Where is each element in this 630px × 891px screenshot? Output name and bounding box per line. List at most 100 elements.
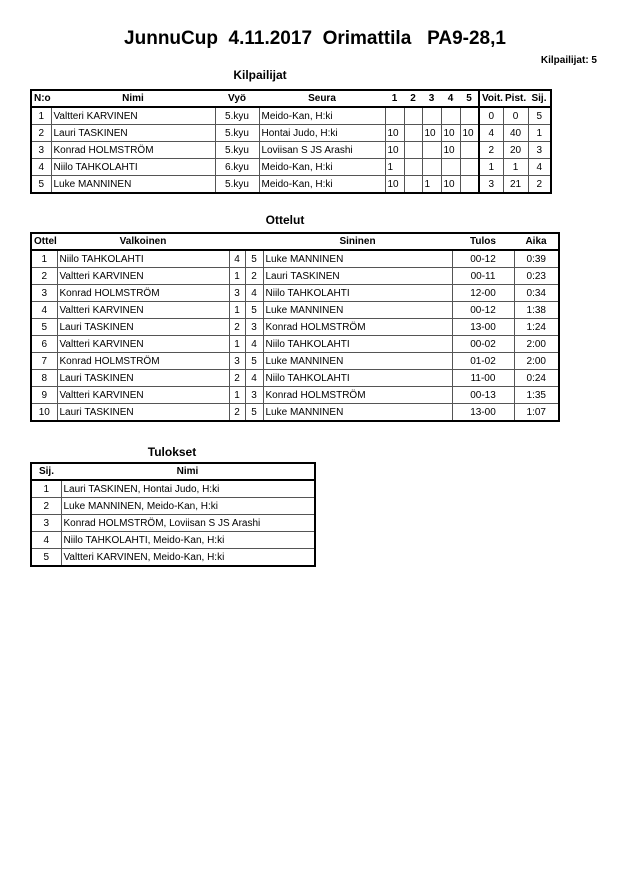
table-cell: Lauri TASKINEN (262, 267, 453, 285)
table-cell: 0 (502, 106, 529, 125)
table-cell: 9 (30, 386, 58, 404)
table-cell: 13-00 (451, 318, 515, 336)
table-row: 9 Valtteri KARVINEN 1 3 Konrad HOLMSTRÖM 00-1… (30, 386, 560, 404)
column-header: Pist. (505, 93, 527, 104)
table-cell (403, 124, 423, 142)
table-cell (440, 106, 461, 125)
table-cell: 00-13 (451, 386, 515, 404)
table-cell: Lauri TASKINEN, Hontai Judo, H:ki (60, 479, 316, 498)
table-cell: Niilo TAHKOLAHTI (262, 369, 453, 387)
table-cell: Lauri TASKINEN (56, 318, 230, 336)
results-heading: Tulokset (147, 445, 197, 459)
table-cell: 01-02 (451, 352, 515, 370)
column-header: Valkoinen (119, 236, 167, 247)
column-header: Nimi (176, 466, 199, 477)
table-cell: Valtteri KARVINEN (56, 267, 230, 285)
table-row: 6 Valtteri KARVINEN 1 4 Niilo TAHKOLAHTI 00-0… (30, 335, 560, 353)
table-cell: 4 (244, 335, 264, 353)
table-cell: 00-12 (451, 301, 515, 319)
table-cell (403, 158, 423, 176)
table-row: 1 Valtteri KARVINEN 5.kyu Meido-Kan, H:ki 0 0… (30, 106, 552, 125)
column-header: Sininen (339, 236, 376, 247)
table-cell: Lauri TASKINEN (56, 369, 230, 387)
table-cell: Niilo TAHKOLAHTI (262, 335, 453, 353)
table-cell: Niilo TAHKOLAHTI, Meido-Kan, H:ki (60, 531, 316, 549)
table-cell: Meido-Kan, H:ki (258, 106, 386, 125)
column-header (229, 233, 245, 250)
table-cell: 0:39 (513, 249, 560, 268)
table-cell: 2 (244, 267, 264, 285)
table-row: 4 Niilo TAHKOLAHTI 6.kyu Meido-Kan, H:ki 1 1 1… (30, 158, 552, 176)
column-header: 4 (447, 93, 454, 104)
table-cell: 1 (384, 158, 405, 176)
table-cell: Lauri TASKINEN (56, 403, 230, 422)
table-cell: 1:07 (513, 403, 560, 422)
table-row: 3 Konrad HOLMSTRÖM 5.kyu Loviisan S JS Aras… (30, 141, 552, 159)
column-header: Sij. (38, 466, 54, 477)
column-header: Aika (525, 236, 547, 247)
table-cell: 5 (30, 175, 52, 194)
table-row: 1 Niilo TAHKOLAHTI 4 5 Luke MANNINEN 00-12 0:3… (30, 249, 560, 268)
table-row: 4 Niilo TAHKOLAHTI, Meido-Kan, H:ki (30, 531, 316, 549)
table-row: 8 Lauri TASKINEN 2 4 Niilo TAHKOLAHTI 11-00 0:… (30, 369, 560, 387)
table-cell: 4 (228, 249, 246, 268)
table-cell (403, 141, 423, 159)
table-row: 5 Valtteri KARVINEN, Meido-Kan, H:ki (30, 548, 316, 567)
table-cell: 0:24 (513, 369, 560, 387)
table-cell: 4 (244, 284, 264, 302)
column-header: Nimi (122, 93, 144, 104)
table-row: 1 Lauri TASKINEN, Hontai Judo, H:ki (30, 479, 316, 498)
table-cell: 1 (421, 175, 442, 194)
table-cell: 3 (228, 284, 246, 302)
table-cell: 10 (440, 141, 461, 159)
table-cell: 12-00 (451, 284, 515, 302)
table-cell: Luke MANNINEN (262, 301, 453, 319)
table-cell: 1 (228, 301, 246, 319)
table-cell: 3 (30, 284, 58, 302)
table-cell: 1 (527, 124, 552, 142)
table-cell: 6.kyu (214, 158, 260, 176)
table-cell: 4 (30, 301, 58, 319)
column-header: 1 (391, 93, 398, 104)
table-cell: Valtteri KARVINEN, Meido-Kan, H:ki (60, 548, 316, 567)
table-cell: 4 (30, 158, 52, 176)
table-cell: Niilo TAHKOLAHTI (50, 158, 216, 176)
results-table: Sij. Nimi 1 Lauri TASKINEN, Hontai Judo, H:… (30, 462, 316, 567)
table-cell: Meido-Kan, H:ki (258, 158, 386, 176)
table-cell: 1 (228, 335, 246, 353)
table-cell: Niilo TAHKOLAHTI (262, 284, 453, 302)
table-cell: 5 (244, 301, 264, 319)
table-cell: 3 (527, 141, 552, 159)
table-cell: Konrad HOLMSTRÖM (56, 284, 230, 302)
table-cell: 10 (459, 124, 480, 142)
table-cell: 10 (384, 175, 405, 194)
table-cell: 00-11 (451, 267, 515, 285)
table-row: 2 Luke MANNINEN, Meido-Kan, H:ki (30, 497, 316, 515)
table-cell: 1:24 (513, 318, 560, 336)
table-cell: 20 (502, 141, 529, 159)
table-row: 7 Konrad HOLMSTRÖM 3 5 Luke MANNINEN 01-02 2:0… (30, 352, 560, 370)
table-cell: 3 (244, 386, 264, 404)
table-cell: 1 (478, 158, 504, 176)
table-cell: Luke MANNINEN, Meido-Kan, H:ki (60, 497, 316, 515)
table-cell: Lauri TASKINEN (50, 124, 216, 142)
table-cell: 4 (527, 158, 552, 176)
table-cell: Valtteri KARVINEN (50, 106, 216, 125)
table-cell: 5.kyu (214, 124, 260, 142)
table-row: 5 Lauri TASKINEN 2 3 Konrad HOLMSTRÖM 13-00 1:… (30, 318, 560, 336)
table-cell: 0:23 (513, 267, 560, 285)
table-cell: 2 (228, 318, 246, 336)
table-cell: 5.kyu (214, 141, 260, 159)
column-header: Voit. (478, 90, 503, 107)
table-cell: 4 (30, 531, 62, 549)
table-cell: 5 (244, 352, 264, 370)
table-row: 10 Lauri TASKINEN 2 5 Luke MANNINEN 13-00 1:07 (30, 403, 560, 422)
column-header: Seura (308, 93, 336, 104)
table-cell: 5 (244, 403, 264, 422)
table-cell: 11-00 (451, 369, 515, 387)
table-cell (421, 158, 442, 176)
table-row: 3 Konrad HOLMSTRÖM, Loviisan S JS Arashi (30, 514, 316, 532)
table-cell: 7 (30, 352, 58, 370)
table-cell: Hontai Judo, H:ki (258, 124, 386, 142)
table-cell: 00-02 (451, 335, 515, 353)
